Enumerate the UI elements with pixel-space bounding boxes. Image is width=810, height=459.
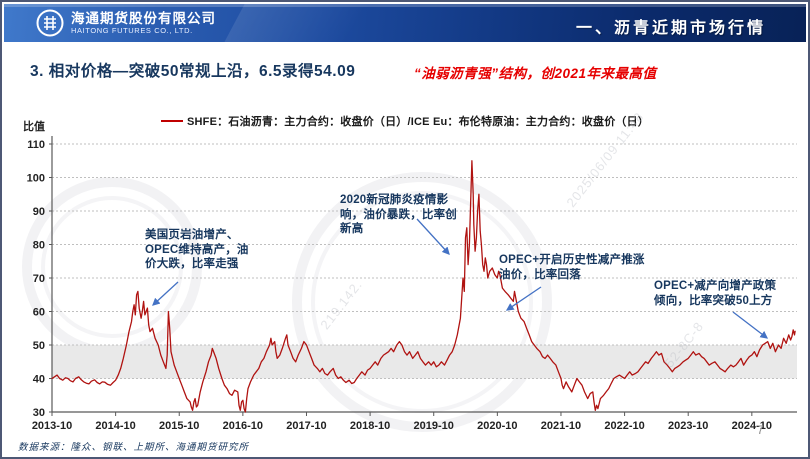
- y-tick-label: 50: [33, 340, 45, 352]
- annotation-arrow: [416, 218, 450, 255]
- chart-annotation: OPEC+开启历史性减产推涨油价，比率回落: [499, 254, 645, 281]
- y-tick-label: 90: [33, 206, 45, 218]
- x-tick-label: 2019-10: [414, 420, 454, 432]
- y-axis-title: 比值: [23, 119, 45, 133]
- logo-company-name-en: HAITONG FUTURES CO., LTD.: [71, 26, 193, 35]
- section-title: 一、沥青近期市场行情: [575, 20, 766, 37]
- chart-annotation: 2020新冠肺炎疫情影响，油价暴跌，比率创新高: [340, 194, 457, 236]
- y-tick-label: 80: [33, 240, 45, 252]
- y-tick-label: 30: [33, 407, 45, 419]
- x-tick-label: 2018-10: [350, 420, 390, 432]
- normal-range-band: [52, 345, 797, 379]
- x-tick-label: 2014-10: [95, 420, 135, 432]
- x-tick-label: 2013-10: [32, 420, 72, 432]
- x-tick-label: 2015-10: [159, 420, 199, 432]
- y-tick-label: 60: [33, 307, 45, 319]
- decorative-ring: [41, 196, 183, 338]
- x-tick-label: 2022-10: [604, 420, 644, 432]
- y-tick-label: 40: [33, 374, 45, 386]
- header-banner: 海通期货股份有限公司 HAITONG FUTURES CO., LTD. 一、沥…: [4, 4, 806, 42]
- decorative-ring: [311, 191, 533, 413]
- legend-line-marker: [160, 120, 183, 122]
- logo: 海通期货股份有限公司 HAITONG FUTURES CO., LTD.: [36, 9, 216, 37]
- logo-company-name: 海通期货股份有限公司: [71, 11, 216, 26]
- page-subtitle: “油弱沥青强”结构，创2021年来最高值: [414, 66, 657, 81]
- data-source-note: 数据来源：隆众、钢联、上期所、海通期货研究所: [18, 442, 250, 453]
- chart-annotation: 美国页岩油增产、OPEC维持高产，油价大跌，比率走强: [145, 229, 249, 271]
- annotation-arrow: [505, 286, 542, 311]
- page-title: 3. 相对价格—突破50常规上沿，6.5录得54.09: [30, 63, 356, 80]
- ratio-series-line: [51, 160, 796, 413]
- x-tick-label: 2024-10: [732, 420, 772, 432]
- x-tick-label: 2017-10: [286, 420, 326, 432]
- y-tick-label: 70: [33, 273, 45, 285]
- x-tick-label: 2016-10: [223, 420, 263, 432]
- y-tick-label: 110: [27, 139, 45, 151]
- legend-label: SHFE：石油沥青：主力合约：收盘价（日）/ICE Eu：布伦特原油：主力合约：…: [186, 116, 650, 128]
- haitong-logo-icon: [36, 9, 64, 37]
- chart-annotation: OPEC+减产向增产政策倾向，比率突破50上方: [654, 280, 777, 307]
- x-tick-label: 2021-10: [541, 420, 581, 432]
- x-tick-label: 2023-10: [668, 420, 708, 432]
- x-tick-label: 2020-10: [477, 420, 517, 432]
- annotation-arrow: [732, 311, 769, 339]
- chart-legend: SHFE：石油沥青：主力合约：收盘价（日）/ICE Eu：布伦特原油：主力合约：…: [2, 113, 808, 129]
- y-tick-label: 100: [27, 173, 45, 185]
- annotation-arrow: [152, 281, 179, 306]
- page-number: 7: [757, 423, 764, 437]
